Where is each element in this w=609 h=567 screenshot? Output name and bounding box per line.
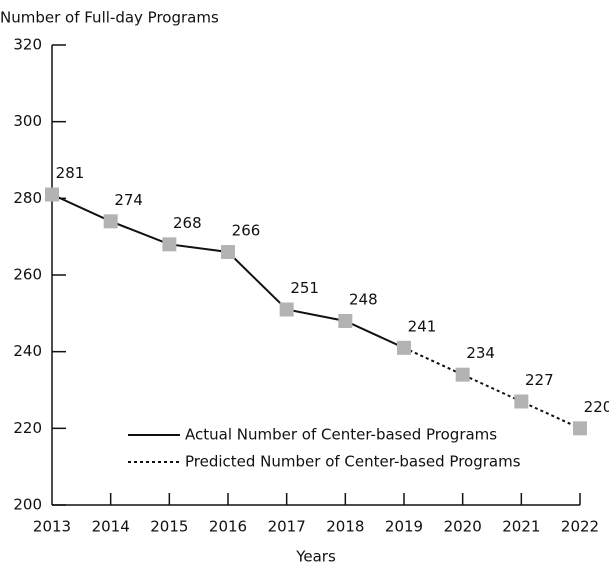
x-tick-label: 2014 xyxy=(92,518,130,536)
line-series xyxy=(403,346,581,430)
x-tick-label: 2017 xyxy=(268,518,306,536)
data-label: 234 xyxy=(466,344,495,362)
y-tick-label: 300 xyxy=(13,112,42,130)
y-axis-title: Number of Full-day Programs xyxy=(0,9,219,27)
y-tick-label: 200 xyxy=(13,496,42,514)
data-label: 268 xyxy=(173,214,202,232)
data-label: 248 xyxy=(349,291,378,309)
x-tick-label: 2018 xyxy=(326,518,364,536)
x-tick-label: 2020 xyxy=(444,518,482,536)
y-tick-label: 240 xyxy=(13,342,42,360)
marker xyxy=(279,302,294,317)
marker xyxy=(514,394,529,409)
data-label: 251 xyxy=(290,279,319,297)
x-tick-label: 2013 xyxy=(33,518,71,536)
marker xyxy=(338,314,353,328)
data-label: 266 xyxy=(232,222,261,240)
legend-label: Actual Number of Center-based Programs xyxy=(185,426,497,444)
x-tick-label: 2016 xyxy=(209,518,247,536)
data-label: 227 xyxy=(525,371,554,389)
data-label: 220 xyxy=(584,398,609,416)
marker xyxy=(103,214,118,229)
y-tick-label: 280 xyxy=(13,189,42,207)
marker xyxy=(221,245,235,259)
x-tick-label: 2022 xyxy=(561,518,599,536)
x-tick-label: 2021 xyxy=(502,518,540,536)
data-label: 241 xyxy=(408,317,437,335)
data-label: 274 xyxy=(114,191,143,209)
x-tick-label: 2019 xyxy=(385,518,423,536)
marker xyxy=(573,421,587,436)
y-tick-label: 220 xyxy=(13,419,42,437)
marker xyxy=(455,367,470,382)
marker xyxy=(45,187,59,202)
x-tick-label: 2015 xyxy=(150,518,188,536)
y-tick-label: 260 xyxy=(13,266,42,284)
data-label: 281 xyxy=(56,164,85,182)
y-tick-label: 320 xyxy=(13,36,42,54)
legend-label: Predicted Number of Center-based Program… xyxy=(185,453,521,471)
marker xyxy=(397,340,411,355)
x-axis-title: Years xyxy=(295,548,336,566)
marker xyxy=(162,237,177,252)
